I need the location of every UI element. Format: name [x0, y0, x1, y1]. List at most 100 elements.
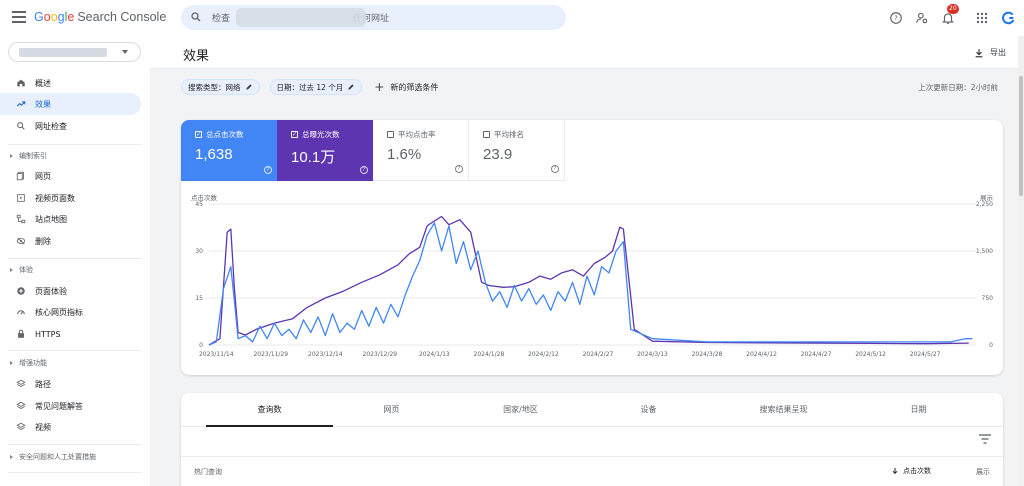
sidebar-item-breadcrumbs[interactable]: 路径 [0, 373, 141, 395]
help-icon[interactable]: ? [360, 166, 368, 174]
help-icon[interactable]: ? [888, 10, 904, 26]
left-tick-label: 0 [199, 342, 203, 349]
logo-product-name: Search Console [77, 10, 167, 24]
metric-total-clicks[interactable]: ✓ 总点击次数 1,638 ? [181, 120, 277, 181]
breakdown-table-card: 查询数 网页 国家/地区 设备 搜索结果呈现 日期 热门查询 点击次数 展示 [181, 393, 1003, 486]
edit-pencil-icon [348, 84, 354, 90]
sidebar-item-overview[interactable]: 概述 [0, 72, 141, 94]
tab-countries[interactable]: 国家/地区 [503, 405, 538, 414]
impressions-series-line [208, 215, 969, 346]
x-tick-label: 2023/12/29 [363, 351, 398, 358]
filter-bar: 搜索类型：网络 日期：过去 12 个月 + 新的筛选条件 [181, 79, 438, 95]
logo-letter: G [34, 10, 44, 24]
sidebar-item-label: 路径 [35, 379, 51, 389]
sidebar-item-sitemaps[interactable]: 站点地图 [0, 208, 141, 230]
logo-letter: g [57, 10, 65, 24]
tab-queries[interactable]: 查询数 [206, 393, 333, 427]
metric-average-position[interactable]: 平均排名 23.9 ? [469, 120, 565, 181]
help-icon[interactable]: ? [264, 166, 272, 174]
tab-pages[interactable]: 网页 [383, 405, 400, 414]
help-icon[interactable]: ? [455, 165, 463, 173]
sidebar-section-indexing[interactable]: 编制索引 [10, 151, 47, 161]
new-filter-button[interactable]: + 新的筛选条件 [374, 80, 438, 94]
top-icons: ? 20 [878, 4, 1016, 30]
date-filter-chip[interactable]: 日期：过去 12 个月 [269, 79, 363, 95]
column-header-top-queries: 热门查询 [194, 468, 222, 476]
scrollbar-thumb[interactable] [1019, 76, 1023, 196]
export-label: 导出 [990, 48, 1006, 57]
notifications-bell-icon[interactable]: 20 [940, 4, 959, 26]
tab-devices[interactable]: 设备 [640, 405, 657, 414]
collapse-arrow-icon [10, 361, 13, 365]
page-scrollbar[interactable] [1018, 36, 1024, 486]
download-icon [975, 48, 983, 57]
right-tick-label: 0 [989, 342, 993, 349]
sidebar-item-pages[interactable]: 网页 [0, 165, 141, 187]
sidebar-item-removals[interactable]: 删除 [0, 230, 141, 252]
x-tick-label: 2024/3/13 [637, 351, 668, 358]
x-tick-label: 2024/4/12 [746, 351, 777, 358]
x-tick-label: 2024/4/27 [801, 351, 832, 358]
sidebar-item-url-inspection[interactable]: 网址检查 [0, 115, 141, 137]
property-selector[interactable] [8, 42, 141, 62]
x-tick-label: 2024/2/27 [583, 351, 614, 358]
sort-descending-arrow-icon [892, 468, 898, 475]
clicks-series-line [208, 222, 973, 346]
chart-series [208, 215, 973, 346]
sidebar-item-label: 网址检查 [35, 121, 67, 131]
sidebar-item-core-web-vitals[interactable]: 核心网页指标 [0, 301, 141, 323]
metric-label: 总曝光次数 [302, 130, 340, 139]
column-header-clicks[interactable]: 点击次数 [891, 466, 931, 476]
users-settings-icon[interactable] [914, 10, 930, 26]
help-icon[interactable]: ? [551, 165, 559, 173]
tab-search-appearance[interactable]: 搜索结果呈现 [759, 405, 808, 414]
expand-arrow-icon [10, 455, 13, 459]
right-tick-label: 2,250 [976, 201, 993, 208]
main-content: 效果 导出 搜索类型：网络 日期：过去 12 个月 + 新的筛选条件 上次更新日… [150, 36, 1024, 486]
menu-icon[interactable] [12, 11, 26, 23]
tab-dates[interactable]: 日期 [910, 405, 927, 414]
search-icon [191, 12, 201, 22]
page-header: 效果 导出 [150, 36, 1024, 69]
sidebar-divider [8, 472, 141, 473]
x-tick-label: 2023/12/14 [308, 351, 343, 358]
sidebar-divider [8, 258, 141, 259]
video-pages-icon [17, 194, 25, 202]
sidebar-section-security[interactable]: 安全问题和人工处置措施 [10, 452, 96, 462]
sidebar-item-video-pages[interactable]: 视频页面数 [0, 187, 141, 209]
x-tick-label: 2024/1/13 [419, 351, 450, 358]
sidebar: 概述 效果 网址检查 编制索引 网页 视频页面数 站点地图 删除 体验 页面体验… [0, 36, 150, 486]
metric-total-impressions[interactable]: ✓ 总曝光次数 10.1万 ? [277, 120, 373, 181]
sidebar-item-https[interactable]: HTTPS [0, 323, 141, 345]
search-type-filter-chip[interactable]: 搜索类型：网络 [181, 79, 260, 95]
checkbox-checked-icon: ✓ [195, 130, 202, 138]
filter-rows-icon[interactable] [979, 434, 991, 444]
logo-letter: o [43, 10, 51, 24]
sidebar-item-page-experience[interactable]: 页面体验 [0, 280, 141, 302]
metric-average-ctr[interactable]: 平均点击率 1.6% ? [373, 120, 469, 181]
sidebar-item-videos[interactable]: 视频 [0, 416, 141, 438]
url-inspection-search[interactable]: 检查 任何网址 [181, 5, 566, 30]
x-tick-label: 2024/3/28 [692, 351, 723, 358]
performance-chart-card: ✓ 总点击次数 1,638 ? ✓ 总曝光次数 10.1万 ? 平均点击率 1.6%… [181, 120, 1003, 375]
apps-grid-icon[interactable] [974, 10, 990, 26]
checkbox-checked-icon: ✓ [291, 130, 298, 138]
column-header-impressions[interactable]: 展示 [976, 468, 990, 476]
sidebar-section-enhancements[interactable]: 增强功能 [10, 358, 47, 368]
sidebar-item-label: 视频页面数 [35, 193, 75, 203]
plus-icon: + [374, 80, 385, 94]
left-tick-label: 45 [195, 201, 203, 208]
search-console-logo[interactable]: Google Search Console [34, 10, 166, 24]
sidebar-section-title: 体验 [19, 266, 33, 274]
sidebar-item-performance[interactable]: 效果 [0, 93, 141, 115]
sidebar-item-label: 常见问题解答 [35, 401, 83, 411]
sidebar-item-faq[interactable]: 常见问题解答 [0, 395, 141, 417]
page-experience-icon [17, 287, 25, 295]
performance-line-chart: 点击次数 展示 45 2,250 30 1,500 15 750 0 0 2023/11/14… [191, 193, 994, 358]
sidebar-section-experience[interactable]: 体验 [10, 265, 33, 275]
x-axis-labels: 2023/11/14 2023/11/29 2023/12/14 2023/12/29… [199, 351, 941, 358]
sidebar-section-title: 增强功能 [19, 359, 47, 367]
export-button[interactable]: 导出 [974, 47, 1006, 58]
account-avatar-icon[interactable] [1000, 10, 1016, 26]
collapse-arrow-icon [10, 154, 13, 158]
